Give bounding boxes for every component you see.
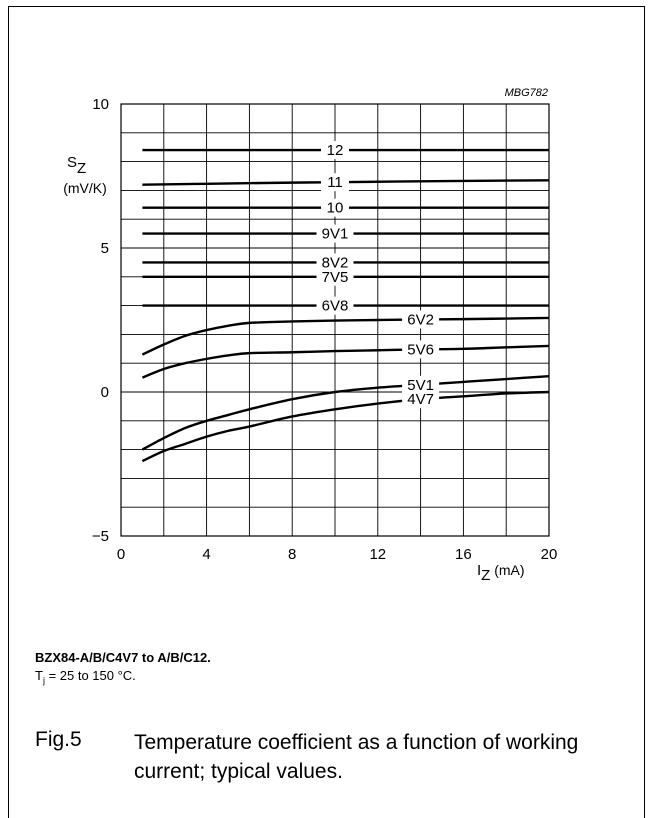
series-label-bg: [316, 253, 354, 272]
series-label-10: 10: [327, 200, 344, 217]
series-label-5V1: 5V1: [407, 377, 434, 394]
series-line-5V6: [141, 344, 550, 379]
x-tick-label: 20: [541, 546, 558, 563]
series-9V1: 9V1: [142, 224, 549, 243]
series-label-6V2: 6V2: [407, 311, 434, 328]
series-label-9V1: 9V1: [322, 226, 349, 243]
device-caption: BZX84-A/B/C4V7 to A/B/C12.: [35, 650, 211, 665]
plot-border: [120, 103, 550, 537]
series-label-8V2: 8V2: [322, 254, 349, 271]
series-7V5: 7V5: [142, 267, 549, 286]
series-line-4V7: [141, 390, 550, 463]
y-tick-label: −5: [92, 528, 109, 545]
series-label-11: 11: [327, 174, 343, 191]
series-5V1: 5V1: [141, 374, 550, 451]
series-11: 11: [142, 173, 550, 192]
y-tick-label: 5: [101, 240, 109, 257]
series-label-bg: [316, 296, 354, 315]
series-label-5V6: 5V6: [407, 341, 434, 358]
series-label-bg: [321, 198, 349, 217]
figure-code: MBG782: [505, 87, 548, 99]
series-label-bg: [402, 375, 440, 394]
series-label-bg: [321, 141, 349, 160]
series-10: 10: [142, 198, 549, 217]
y-axis-label: SZ: [67, 154, 86, 177]
series-4V7: 4V7: [141, 390, 550, 463]
series-8V2: 8V2: [142, 253, 549, 272]
series-label-4V7: 4V7: [407, 391, 434, 408]
series-label-bg: [402, 340, 440, 359]
figure-title: Temperature coefficient as a function of…: [134, 731, 579, 783]
y-tick-label: 0: [101, 384, 109, 401]
y-tick-label: 10: [92, 96, 109, 113]
series-label-6V8: 6V8: [322, 298, 349, 315]
series-line-5V1: [141, 374, 550, 451]
series-12: 12: [142, 141, 549, 160]
series-label-bg: [402, 390, 440, 409]
x-tick-label: 4: [202, 546, 210, 563]
series-6V8: 6V8: [142, 296, 549, 315]
x-axis-label: IZ (mA): [477, 562, 525, 584]
figure-frame: [8, 6, 645, 818]
y-axis-unit: (mV/K): [63, 180, 107, 196]
series-label-7V5: 7V5: [322, 269, 349, 286]
x-tick-label: 16: [455, 546, 472, 563]
conditions-caption: Tj = 25 to 150 °C.: [35, 668, 136, 686]
figure-number: Fig.5: [35, 728, 82, 751]
series-5V6: 5V6: [141, 340, 550, 379]
x-tick-label: 12: [369, 546, 386, 563]
series-label-bg: [321, 173, 349, 192]
x-tick-label: 8: [288, 546, 296, 563]
series-line-6V2: [141, 316, 550, 356]
series-label-bg: [316, 224, 354, 243]
series-label-bg: [316, 267, 354, 286]
series-label-bg: [402, 310, 440, 329]
series-label-12: 12: [327, 142, 344, 159]
tick-labels: 0 4 8 12 16 20 10 5 0 −5: [92, 96, 557, 563]
x-tick-label: 0: [117, 546, 125, 563]
series-6V2: 6V2: [141, 310, 550, 356]
